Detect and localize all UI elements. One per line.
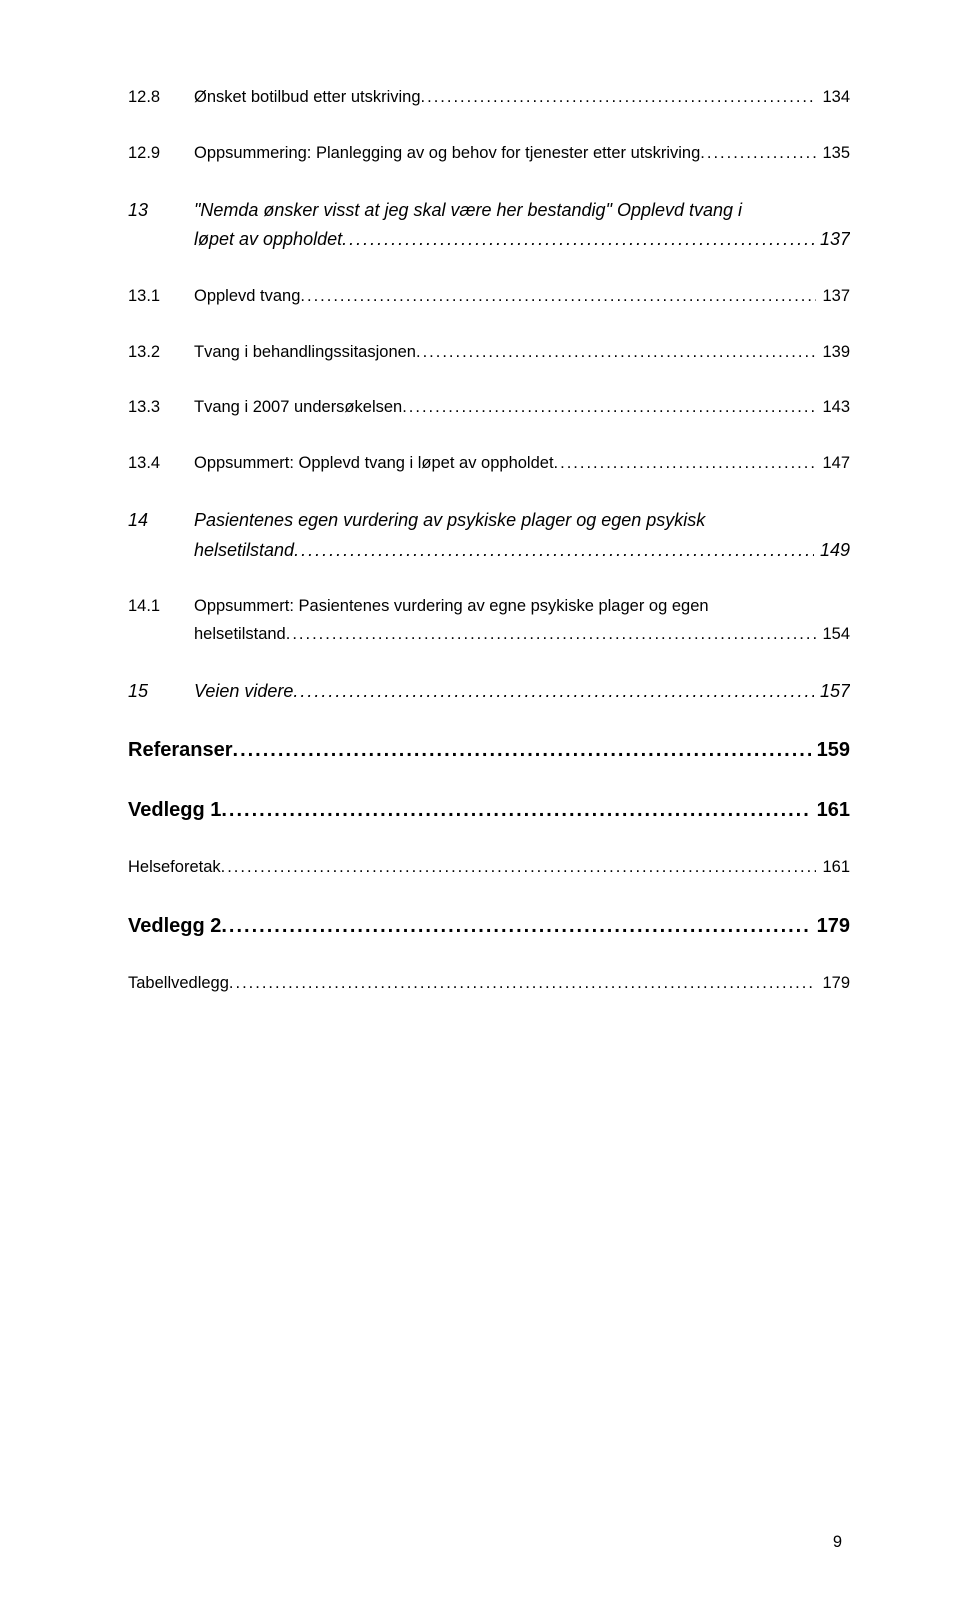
toc-page-number: 134 xyxy=(816,88,850,108)
toc-num: 15 xyxy=(128,681,194,703)
toc-leader xyxy=(286,625,817,645)
toc-label: Ønsket botilbud etter utskriving xyxy=(194,88,421,108)
toc-entry-vedlegg-1: Vedlegg 1 161 xyxy=(128,798,850,822)
toc-num: 14 xyxy=(128,510,194,532)
toc-leader xyxy=(294,540,814,562)
toc-label: Pasientenes egen vurdering av psykiske p… xyxy=(194,510,705,532)
toc-leader xyxy=(342,229,814,251)
toc-page-number: 159 xyxy=(811,738,850,762)
toc-page-number: 161 xyxy=(816,858,850,878)
toc-page-number: 157 xyxy=(814,681,850,703)
toc-page-number: 179 xyxy=(811,914,850,938)
toc-leader xyxy=(221,858,817,878)
toc-leader xyxy=(233,738,811,762)
page-number: 9 xyxy=(833,1533,842,1552)
toc-leader xyxy=(221,798,810,822)
toc-leader xyxy=(421,88,817,108)
toc-entry-14-1: 14.1 Oppsummert: Pasientenes vurdering a… xyxy=(128,597,850,645)
toc-page: 12.8 Ønsket botilbud etter utskriving 13… xyxy=(0,0,960,1622)
toc-num: 12.9 xyxy=(128,144,194,164)
toc-page-number: 143 xyxy=(816,398,850,418)
toc-page-number: 147 xyxy=(816,454,850,474)
toc-label: Vedlegg 1 xyxy=(128,798,221,822)
toc-label: helsetilstand xyxy=(194,540,294,562)
toc-num: 12.8 xyxy=(128,88,194,108)
toc-label: Veien videre xyxy=(194,681,293,703)
toc-page-number: 135 xyxy=(816,144,850,164)
toc-page-number: 161 xyxy=(811,798,850,822)
toc-leader xyxy=(221,914,810,938)
toc-label: Oppsummert: Pasientenes vurdering av egn… xyxy=(194,597,709,617)
toc-num: 14.1 xyxy=(128,597,194,617)
toc-entry-13-2: 13.2 Tvang i behandlingssitasjonen 139 xyxy=(128,343,850,363)
toc-entry-13-3: 13.3 Tvang i 2007 undersøkelsen 143 xyxy=(128,398,850,418)
toc-label: Tabellvedlegg xyxy=(128,974,229,994)
toc-label: Oppsummering: Planlegging av og behov fo… xyxy=(194,144,700,164)
toc-leader xyxy=(293,681,814,703)
toc-num: 13.4 xyxy=(128,454,194,474)
toc-page-number: 137 xyxy=(814,229,850,251)
toc-entry-referanser: Referanser 159 xyxy=(128,738,850,762)
toc-label: Referanser xyxy=(128,738,233,762)
toc-label: løpet av oppholdet xyxy=(194,229,342,251)
toc-entry-13-1: 13.1 Opplevd tvang 137 xyxy=(128,287,850,307)
toc-num: 13.2 xyxy=(128,343,194,363)
toc-num: 13.1 xyxy=(128,287,194,307)
toc-page-number: 137 xyxy=(816,287,850,307)
toc-page-number: 139 xyxy=(816,343,850,363)
toc-label: Tvang i 2007 undersøkelsen xyxy=(194,398,402,418)
toc-entry-14: 14 Pasientenes egen vurdering av psykisk… xyxy=(128,510,850,561)
toc-leader xyxy=(416,343,816,363)
toc-label: Helseforetak xyxy=(128,858,221,878)
toc-page-number: 179 xyxy=(816,974,850,994)
toc-label: helsetilstand xyxy=(194,625,286,645)
toc-label: Vedlegg 2 xyxy=(128,914,221,938)
toc-label: Opplevd tvang xyxy=(194,287,300,307)
toc-entry-13-4: 13.4 Oppsummert: Opplevd tvang i løpet a… xyxy=(128,454,850,474)
toc-leader xyxy=(300,287,816,307)
toc-page-number: 154 xyxy=(816,625,850,645)
toc-label: Tvang i behandlingssitasjonen xyxy=(194,343,416,363)
toc-leader xyxy=(402,398,816,418)
toc-num: 13 xyxy=(128,200,194,222)
toc-entry-12-9: 12.9 Oppsummering: Planlegging av og beh… xyxy=(128,144,850,164)
toc-entry-tabellvedlegg: Tabellvedlegg 179 xyxy=(128,974,850,994)
toc-entry-helseforetak: Helseforetak 161 xyxy=(128,858,850,878)
toc-entry-13: 13 "Nemda ønsker visst at jeg skal være … xyxy=(128,200,850,251)
toc-num: 13.3 xyxy=(128,398,194,418)
toc-entry-12-8: 12.8 Ønsket botilbud etter utskriving 13… xyxy=(128,88,850,108)
toc-entry-15: 15 Veien videre 157 xyxy=(128,681,850,703)
toc-leader xyxy=(554,454,817,474)
toc-label: Oppsummert: Opplevd tvang i løpet av opp… xyxy=(194,454,554,474)
toc-page-number: 149 xyxy=(814,540,850,562)
toc-leader xyxy=(700,144,816,164)
toc-label: "Nemda ønsker visst at jeg skal være her… xyxy=(194,200,742,222)
toc-entry-vedlegg-2: Vedlegg 2 179 xyxy=(128,914,850,938)
toc-leader xyxy=(229,974,817,994)
